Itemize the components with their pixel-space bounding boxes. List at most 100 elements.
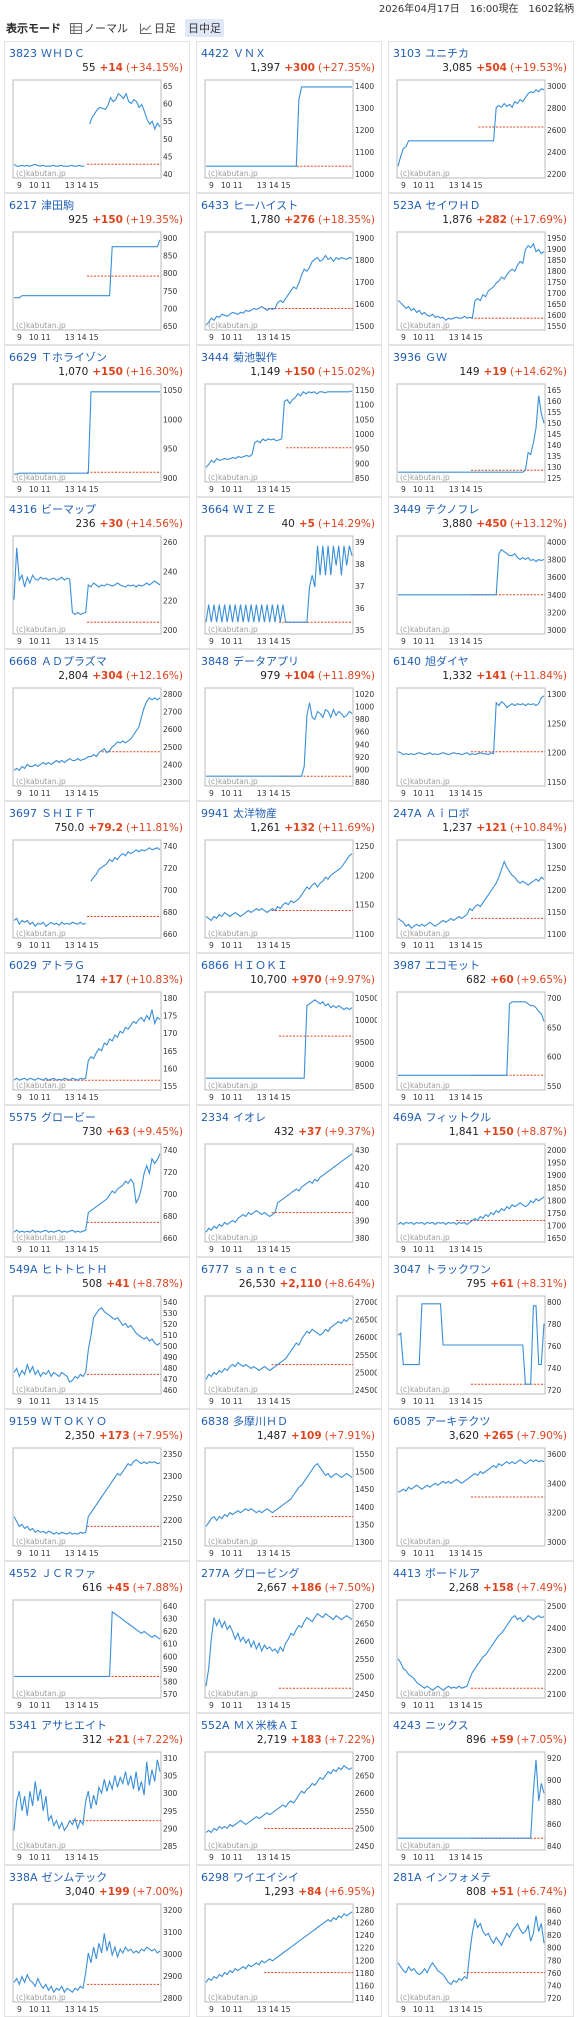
stock-card[interactable]: 4413 ボードルア 2,268 +158 (+7.49%) 2500 2400 2300 22… — [388, 1561, 574, 1713]
stock-code[interactable]: 247A — [393, 807, 422, 820]
intraday-chart[interactable]: 1300 1250 1200 1150 9 10 11 13 14 15 (c)kabutan.jp — [395, 686, 569, 798]
stock-name-link[interactable]: ＷＴＯＫＹＯ — [41, 1415, 107, 1428]
stock-code[interactable]: 3664 — [201, 503, 229, 516]
stock-name-link[interactable]: データアプリ — [233, 655, 299, 668]
intraday-chart[interactable]: 900 850 800 750 700 650 9 10 11 13 14 15 (c)kabutan.… — [11, 230, 185, 342]
stock-name-link[interactable]: ワイエイシイ — [233, 1871, 299, 1884]
stock-name-link[interactable]: グロービング — [233, 1567, 300, 1580]
intraday-chart[interactable]: 800 780 760 740 720 9 10 11 13 14 15 (c)kabutan.jp — [395, 1294, 569, 1406]
stock-card[interactable]: 277A グロービング 2,667 +186 (+7.50%) 2700 2650 2600 2… — [196, 1561, 382, 1713]
stock-name-link[interactable]: 多摩川ＨＤ — [233, 1415, 288, 1428]
stock-name-link[interactable]: 旭ダイヤ — [425, 655, 469, 668]
stock-code[interactable]: 6217 — [9, 199, 37, 212]
intraday-chart[interactable]: 310 305 300 295 290 285 9 10 11 13 14 15 (c)kabutan.… — [11, 1750, 185, 1862]
stock-code[interactable]: 6085 — [393, 1415, 421, 1428]
stock-card[interactable]: 6298 ワイエイシイ 1,293 +84 (+6.95%) 1280 1260 1240 12… — [196, 1865, 382, 2017]
stock-name-link[interactable]: インフォメテ — [425, 1871, 492, 1884]
stock-code[interactable]: 4413 — [393, 1567, 421, 1580]
stock-name-row[interactable]: 3444 菊池製作 — [201, 350, 377, 365]
intraday-chart[interactable]: 2700 2650 2600 2550 2500 2450 9 10 11 13 14 15 (c)ka… — [203, 1750, 377, 1862]
stock-name-row[interactable]: 3987 エコモット — [393, 958, 569, 973]
intraday-chart[interactable]: 3200 3100 3000 2900 2800 9 10 11 13 14 15 (c)kabuta… — [11, 1902, 185, 2014]
stock-code[interactable]: 281A — [393, 1871, 422, 1884]
stock-name-link[interactable]: アーキテクツ — [425, 1415, 491, 1428]
stock-name-row[interactable]: 523A セイワＨＤ — [393, 198, 569, 213]
stock-name-row[interactable]: 247A Ａｉロボ — [393, 806, 569, 821]
stock-name-row[interactable]: 338A ゼンムテック — [9, 1870, 185, 1885]
intraday-chart[interactable]: 740 720 700 680 660 9 10 11 13 14 15 (c)kabutan.jp — [11, 838, 185, 950]
stock-code[interactable]: 469A — [393, 1111, 422, 1124]
stock-card[interactable]: 4243 ニックス 896 +59 (+7.05%) 920 900 880 860 840 9 10… — [388, 1713, 574, 1865]
stock-name-link[interactable]: テクノフレ — [425, 503, 480, 516]
stock-card[interactable]: 3664 ＷＩＺＥ 40 +5 (+14.29%) 39 38 37 36 35 9 10 11 13 14… — [196, 497, 382, 649]
intraday-chart[interactable]: 2700 2650 2600 2550 2500 2450 9 10 11 13 14 15 (c)ka… — [203, 1598, 377, 1710]
stock-card[interactable]: 549A ヒトトヒトＨ 508 +41 (+8.78%) 540 530 520 510 500 4… — [4, 1257, 190, 1409]
stock-card[interactable]: 5575 グロービー 730 +63 (+9.45%) 740 720 700 680 660 9 1… — [4, 1105, 190, 1257]
stock-name-row[interactable]: 6777 ｓａｎｔｅｃ — [201, 1262, 377, 1277]
stock-code[interactable]: 549A — [9, 1263, 38, 1276]
intraday-chart[interactable]: 39 38 37 36 35 9 10 11 13 14 15 (c)kabutan.jp — [203, 534, 377, 646]
stock-card[interactable]: 3697 ＳＨＩＦＴ 750.0 +79.2 (+11.81%) 740 720 700 680… — [4, 801, 190, 953]
stock-card[interactable]: 9159 ＷＴＯＫＹＯ 2,350 +173 (+7.95%) 2350 2300 2250 2… — [4, 1409, 190, 1561]
stock-code[interactable]: 552A — [201, 1719, 230, 1732]
intraday-chart[interactable]: 1150 1100 1050 1000 950 900 850 9 10 11 13 14 15 (c)k… — [203, 382, 377, 494]
intraday-chart[interactable]: 860 840 820 800 780 760 740 720 9 10 11 13 14 15 (c)ka… — [395, 1902, 569, 2014]
stock-code[interactable]: 6668 — [9, 655, 37, 668]
stock-code[interactable]: 4422 — [201, 47, 229, 60]
stock-card[interactable]: 3987 エコモット 682 +60 (+9.65%) 700 650 600 550 9 10 11… — [388, 953, 574, 1105]
stock-code[interactable]: 3444 — [201, 351, 229, 364]
stock-card[interactable]: 6433 ヒーハイスト 1,780 +276 (+18.35%) 1900 1800 1700… — [196, 193, 382, 345]
intraday-chart[interactable]: 1020 1000 980 960 940 920 900 880 9 10 11 13 14 15 (c)… — [203, 686, 377, 798]
intraday-chart[interactable]: 640 630 620 610 600 590 580 570 9 10 11 13 14 15 (c)ka… — [11, 1598, 185, 1710]
stock-card[interactable]: 3936 ＧＷ 149 +19 (+14.62%) 165 160 155 150 145 140 1… — [388, 345, 574, 497]
stock-code[interactable]: 3987 — [393, 959, 421, 972]
stock-name-row[interactable]: 6029 アトラＧ — [9, 958, 185, 973]
stock-code[interactable]: 6629 — [9, 351, 37, 364]
stock-name-link[interactable]: ヒーハイスト — [233, 199, 299, 212]
stock-name-link[interactable]: ボードルア — [425, 1567, 480, 1580]
stock-name-link[interactable]: ＷＨＤＣ — [41, 47, 85, 60]
intraday-chart[interactable]: 1550 1500 1450 1400 1350 1300 9 10 11 13 14 15 (c)ka… — [203, 1446, 377, 1558]
stock-name-link[interactable]: フィットクル — [425, 1111, 491, 1124]
stock-name-row[interactable]: 552A ＭＸ米株ＡＩ — [201, 1718, 377, 1733]
stock-card[interactable]: 6777 ｓａｎｔｅｃ 26,530 +2,110 (+8.64%) 27000 26500… — [196, 1257, 382, 1409]
stock-card[interactable]: 4552 ＪＣＲファ 616 +45 (+7.88%) 640 630 620 610 600 59… — [4, 1561, 190, 1713]
stock-name-link[interactable]: ユニチカ — [425, 47, 469, 60]
stock-code[interactable]: 4316 — [9, 503, 37, 516]
stock-code[interactable]: 3449 — [393, 503, 421, 516]
stock-name-link[interactable]: 津田駒 — [41, 199, 74, 212]
stock-name-row[interactable]: 2334 イオレ — [201, 1110, 377, 1125]
stock-code[interactable]: 6140 — [393, 655, 421, 668]
stock-card[interactable]: 6217 津田駒 925 +150 (+19.35%) 900 850 800 750 700 65… — [4, 193, 190, 345]
stock-name-row[interactable]: 5575 グロービー — [9, 1110, 185, 1125]
stock-name-link[interactable]: Ｔホライゾン — [41, 351, 107, 364]
stock-code[interactable]: 3848 — [201, 655, 229, 668]
stock-card[interactable]: 6668 ＡＤプラズマ 2,804 +304 (+12.16%) 2800 2700 2600… — [4, 649, 190, 801]
stock-name-row[interactable]: 6298 ワイエイシイ — [201, 1870, 377, 1885]
stock-card[interactable]: 3047 トラックワン 795 +61 (+8.31%) 800 780 760 740 720 9… — [388, 1257, 574, 1409]
stock-code[interactable]: 4552 — [9, 1567, 37, 1580]
intraday-chart[interactable]: 1400 1300 1200 1100 1000 9 10 11 13 14 15 (c)kabuta… — [203, 78, 377, 190]
intraday-chart[interactable]: 1250 1200 1150 1100 9 10 11 13 14 15 (c)kabutan.jp — [203, 838, 377, 950]
stock-name-link[interactable]: ＭＸ米株ＡＩ — [233, 1719, 300, 1732]
stock-card[interactable]: 3848 データアプリ 979 +104 (+11.89%) 1020 1000 980 960… — [196, 649, 382, 801]
intraday-chart[interactable]: 2350 2300 2250 2200 2150 9 10 11 13 14 15 (c)kabuta… — [11, 1446, 185, 1558]
stock-name-link[interactable]: ゼンムテック — [41, 1871, 108, 1884]
stock-card[interactable]: 6838 多摩川ＨＤ 1,487 +109 (+7.91%) 1550 1500 1450 14… — [196, 1409, 382, 1561]
stock-name-link[interactable]: エコモット — [425, 959, 480, 972]
stock-card[interactable]: 6140 旭ダイヤ 1,332 +141 (+11.84%) 1300 1250 1200 11… — [388, 649, 574, 801]
intraday-chart[interactable]: 1300 1250 1200 1150 1100 9 10 11 13 14 15 (c)kabuta… — [395, 838, 569, 950]
intraday-chart[interactable]: 2500 2400 2300 2200 2100 9 10 11 13 14 15 (c)kabuta… — [395, 1598, 569, 1710]
stock-name-row[interactable]: 9159 ＷＴＯＫＹＯ — [9, 1414, 185, 1429]
stock-name-link[interactable]: ＶＮＸ — [233, 47, 266, 60]
intraday-chart[interactable]: 1280 1260 1240 1220 1200 1180 1160 1140 9 10 11 13 1… — [203, 1902, 377, 2014]
stock-name-link[interactable]: 太洋物産 — [233, 807, 277, 820]
stock-name-row[interactable]: 3823 ＷＨＤＣ — [9, 46, 185, 61]
stock-card[interactable]: 552A ＭＸ米株ＡＩ 2,719 +183 (+7.22%) 2700 2650 2600 2… — [196, 1713, 382, 1865]
stock-card[interactable]: 3444 菊池製作 1,149 +150 (+15.02%) 1150 1100 1050 10… — [196, 345, 382, 497]
stock-name-row[interactable]: 6668 ＡＤプラズマ — [9, 654, 185, 669]
stock-name-link[interactable]: Ａｉロボ — [425, 807, 470, 820]
stock-code[interactable]: 5575 — [9, 1111, 37, 1124]
stock-code[interactable]: 277A — [201, 1567, 230, 1580]
stock-name-row[interactable]: 4243 ニックス — [393, 1718, 569, 1733]
